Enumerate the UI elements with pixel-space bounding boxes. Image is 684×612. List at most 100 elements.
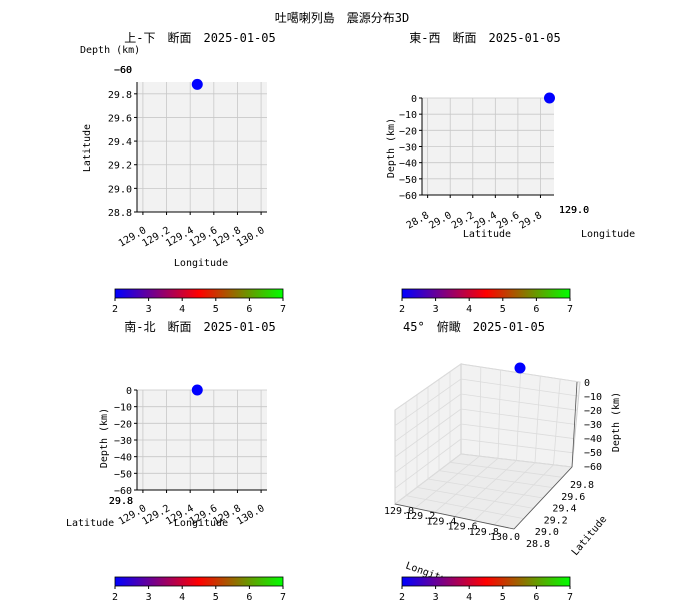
colorbar-tick-label: 5 bbox=[213, 592, 219, 603]
longitude-tick-overlap: 129.0 bbox=[559, 205, 589, 216]
x-tick-label: 129.2 bbox=[405, 511, 435, 522]
y-tick-label: 29.4 bbox=[552, 504, 576, 515]
grid-line bbox=[534, 375, 541, 463]
x-tick-label: 129.8 bbox=[469, 527, 499, 538]
x-tick-label: 28.8 bbox=[405, 210, 431, 232]
colorbar-tick-label: 2 bbox=[112, 304, 118, 315]
colorbar-tick-label: 7 bbox=[567, 592, 573, 603]
data-point bbox=[514, 362, 526, 374]
colorbar-tick-label: 3 bbox=[146, 304, 152, 315]
y-tick-label: −60 bbox=[399, 191, 417, 202]
latitude-tick-overlap: 29.8 bbox=[109, 496, 133, 507]
y-tick-label: 29.8 bbox=[108, 90, 132, 101]
colorbar-gradient bbox=[114, 288, 284, 299]
y-tick-label: 28.8 bbox=[526, 539, 550, 550]
panel-title: 東-西 断面 2025-01-05 bbox=[409, 30, 560, 45]
y-tick-label: −50 bbox=[399, 175, 417, 186]
colorbar-gradient bbox=[401, 576, 571, 587]
colorbar-top-left: 2 3 4 5 6 7 bbox=[112, 288, 286, 315]
z-axis-label: Depth (km) bbox=[611, 392, 622, 452]
panel-oblique: 129.0129.2129.4129.6129.8130.028.829.029… bbox=[384, 319, 622, 589]
y-tick-label: 29.6 bbox=[108, 113, 132, 124]
y-tick-label: −20 bbox=[399, 126, 417, 137]
z-tick-label: −30 bbox=[584, 420, 602, 431]
colorbar-tick-label: 7 bbox=[280, 592, 286, 603]
grid-line bbox=[553, 378, 561, 465]
colorbar-tick-label: 6 bbox=[533, 592, 539, 603]
depth-axis-label: Depth (km) bbox=[80, 45, 140, 56]
x-tick-label: 129.0 bbox=[384, 506, 414, 517]
y-tick-label: 29.0 bbox=[535, 527, 559, 538]
colorbar-bottom-right: 2 3 4 5 6 7 bbox=[399, 576, 573, 603]
depth-tick-overlap: −60 bbox=[114, 65, 132, 76]
x-tick-label: 130.0 bbox=[235, 225, 267, 250]
x-tick-label: 130.0 bbox=[490, 532, 520, 543]
panel-top: 129.0129.2129.4129.6129.8130.028.829.029… bbox=[80, 30, 276, 269]
colorbar-tick-label: 7 bbox=[567, 304, 573, 315]
z-axis-line bbox=[571, 381, 578, 468]
y-tick-label: 28.8 bbox=[108, 208, 132, 219]
y-tick-label: 0 bbox=[411, 94, 417, 105]
longitude-tick-overlap: 129.0 bbox=[559, 205, 589, 216]
y-tick-label: 0 bbox=[126, 386, 132, 397]
depth-tick-overlap: −60 bbox=[114, 65, 132, 76]
colorbar-tick-label: 4 bbox=[179, 304, 185, 315]
latitude-axis-label: Latitude bbox=[66, 518, 114, 529]
z-tick-label: −10 bbox=[584, 392, 602, 403]
z-tick-label: −60 bbox=[584, 462, 602, 473]
y-axis-label: Depth (km) bbox=[99, 408, 110, 468]
colorbar-tick-label: 7 bbox=[280, 304, 286, 315]
y-tick-label: −60 bbox=[114, 486, 132, 497]
z-tick-label: −50 bbox=[584, 448, 602, 459]
data-point bbox=[191, 78, 203, 90]
y-tick-label: −20 bbox=[114, 419, 132, 430]
colorbar-tick-label: 4 bbox=[466, 304, 472, 315]
data-point bbox=[191, 384, 203, 396]
x-tick-label: 130.0 bbox=[235, 503, 267, 528]
y-axis-label: Latitude bbox=[570, 514, 609, 558]
x-tick-label: 129.4 bbox=[426, 516, 456, 527]
colorbar-tick-label: 2 bbox=[399, 304, 405, 315]
z-tick-label: −20 bbox=[584, 406, 602, 417]
panel-north-south: 129.0129.2129.4129.6129.8130.00−10−20−30… bbox=[66, 319, 276, 529]
colorbar-gradient bbox=[114, 576, 284, 587]
grid-line bbox=[516, 372, 521, 461]
colorbar-tick-label: 2 bbox=[399, 592, 405, 603]
x-tick-label: 29.0 bbox=[427, 210, 453, 232]
data-point bbox=[543, 92, 555, 104]
colorbar-gradient bbox=[401, 288, 571, 299]
colorbar-tick-label: 5 bbox=[213, 304, 219, 315]
plot-area bbox=[137, 82, 267, 212]
x-axis-line bbox=[394, 503, 515, 530]
y-tick-label: −10 bbox=[399, 110, 417, 121]
y-tick-label: −50 bbox=[114, 469, 132, 480]
panel-title: 南-北 断面 2025-01-05 bbox=[124, 319, 275, 334]
panel-title: 上-下 断面 2025-01-05 bbox=[124, 30, 275, 45]
grid-line bbox=[449, 461, 563, 478]
colorbar-tick-label: 4 bbox=[466, 592, 472, 603]
y-tick-label: 29.6 bbox=[561, 492, 585, 503]
y-tick-label: 29.2 bbox=[544, 515, 568, 526]
colorbar-tick-label: 5 bbox=[500, 304, 506, 315]
colorbar-tick-label: 5 bbox=[500, 592, 506, 603]
y-tick-label: −40 bbox=[399, 159, 417, 170]
colorbar-tick-label: 6 bbox=[533, 304, 539, 315]
y-tick-label: −30 bbox=[399, 143, 417, 154]
colorbar-tick-label: 4 bbox=[179, 592, 185, 603]
colorbar-tick-label: 6 bbox=[246, 592, 252, 603]
x-tick-label: 29.8 bbox=[518, 210, 544, 232]
colorbar-tick-label: 3 bbox=[433, 592, 439, 603]
y-tick-label: 29.4 bbox=[108, 137, 132, 148]
y-axis-line bbox=[513, 466, 573, 530]
longitude-tick-overlap: 129.0 bbox=[559, 205, 589, 216]
y-tick-label: 29.2 bbox=[108, 161, 132, 172]
x-axis-label: Latitude bbox=[463, 229, 511, 240]
colorbar-tick-label: 3 bbox=[146, 592, 152, 603]
colorbar-tick-label: 3 bbox=[433, 304, 439, 315]
colorbar-tick-label: 6 bbox=[246, 304, 252, 315]
y-tick-label: −10 bbox=[114, 403, 132, 414]
y-tick-label: 29.8 bbox=[570, 480, 594, 491]
y-tick-label: −40 bbox=[114, 453, 132, 464]
latitude-tick-overlap: 29.8 bbox=[109, 496, 133, 507]
